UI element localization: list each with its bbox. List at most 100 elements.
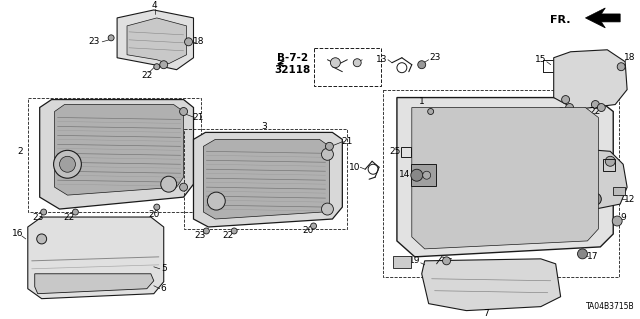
Polygon shape — [40, 100, 193, 209]
Text: 18: 18 — [625, 53, 636, 62]
Bar — [401, 147, 411, 157]
Text: 7: 7 — [483, 309, 489, 318]
Circle shape — [321, 148, 333, 160]
Bar — [184, 130, 348, 229]
Circle shape — [418, 61, 426, 69]
Circle shape — [442, 257, 451, 265]
Polygon shape — [204, 139, 330, 219]
Text: 21: 21 — [342, 137, 353, 146]
Text: 10: 10 — [349, 163, 360, 172]
Circle shape — [72, 209, 78, 215]
Polygon shape — [564, 149, 627, 209]
Text: 32118: 32118 — [275, 65, 311, 75]
Text: 25: 25 — [389, 147, 401, 156]
Circle shape — [591, 100, 599, 108]
Polygon shape — [193, 132, 342, 227]
Text: B-7-2: B-7-2 — [277, 53, 308, 63]
Text: 12: 12 — [625, 195, 636, 204]
Text: 13: 13 — [376, 55, 388, 64]
Polygon shape — [412, 108, 598, 249]
Bar — [604, 159, 615, 171]
Text: TA04B3715B: TA04B3715B — [586, 302, 635, 311]
Text: 22: 22 — [589, 107, 601, 116]
Bar — [383, 90, 619, 277]
Text: 14: 14 — [399, 170, 410, 179]
Text: 15: 15 — [535, 55, 547, 64]
Text: 4: 4 — [152, 2, 157, 11]
Circle shape — [321, 203, 333, 215]
Circle shape — [161, 176, 177, 192]
Circle shape — [612, 216, 622, 226]
Text: 2: 2 — [17, 147, 22, 156]
Circle shape — [204, 228, 209, 234]
Text: 23: 23 — [558, 107, 570, 116]
Text: 23: 23 — [32, 212, 44, 221]
Text: 25: 25 — [607, 160, 619, 169]
Text: FR.: FR. — [550, 15, 571, 25]
Circle shape — [617, 63, 625, 71]
Polygon shape — [54, 105, 184, 195]
Polygon shape — [397, 98, 613, 257]
Circle shape — [411, 169, 422, 181]
Circle shape — [422, 171, 431, 179]
Text: 16: 16 — [12, 229, 24, 239]
Circle shape — [326, 142, 333, 150]
Circle shape — [428, 108, 434, 115]
Polygon shape — [35, 274, 154, 294]
Circle shape — [180, 108, 188, 115]
Text: 19: 19 — [409, 256, 420, 265]
Circle shape — [577, 249, 588, 259]
Text: 6: 6 — [161, 284, 166, 293]
Text: 20: 20 — [148, 210, 159, 219]
Text: 21: 21 — [193, 113, 204, 122]
Circle shape — [589, 193, 602, 205]
Text: 24: 24 — [614, 187, 626, 196]
Text: 17: 17 — [587, 252, 598, 261]
Text: 9: 9 — [620, 212, 626, 221]
Circle shape — [60, 156, 76, 172]
Text: 18: 18 — [193, 37, 204, 46]
Circle shape — [54, 150, 81, 178]
Circle shape — [160, 61, 168, 69]
Bar — [393, 256, 411, 268]
Circle shape — [108, 35, 114, 41]
Circle shape — [605, 156, 615, 166]
Circle shape — [575, 156, 586, 166]
Circle shape — [180, 183, 188, 191]
Polygon shape — [554, 50, 627, 109]
Bar — [28, 98, 202, 212]
Text: 23: 23 — [88, 37, 100, 46]
Bar — [411, 164, 436, 186]
Circle shape — [566, 104, 573, 112]
Circle shape — [231, 228, 237, 234]
Polygon shape — [422, 259, 561, 311]
Circle shape — [154, 64, 160, 70]
Circle shape — [310, 223, 317, 229]
Text: 3: 3 — [261, 122, 267, 131]
Text: 23: 23 — [429, 53, 440, 62]
Circle shape — [330, 58, 340, 68]
Circle shape — [562, 96, 570, 104]
Text: 22: 22 — [223, 232, 234, 241]
Text: 22: 22 — [141, 71, 152, 80]
Text: 11: 11 — [548, 147, 559, 156]
Circle shape — [207, 192, 225, 210]
Bar — [314, 48, 381, 85]
Text: 8: 8 — [563, 90, 568, 99]
Circle shape — [353, 59, 361, 67]
Circle shape — [154, 204, 160, 210]
Text: 1: 1 — [419, 97, 424, 106]
Polygon shape — [586, 8, 620, 28]
Circle shape — [41, 209, 47, 215]
Text: 23: 23 — [195, 232, 206, 241]
Polygon shape — [28, 217, 164, 299]
Circle shape — [36, 234, 47, 244]
Text: 22: 22 — [64, 212, 75, 221]
Circle shape — [597, 104, 605, 112]
Polygon shape — [127, 18, 186, 64]
Text: 5: 5 — [161, 264, 166, 273]
Polygon shape — [117, 10, 193, 70]
Bar — [613, 187, 625, 195]
Text: 20: 20 — [302, 226, 314, 235]
Circle shape — [184, 38, 193, 46]
